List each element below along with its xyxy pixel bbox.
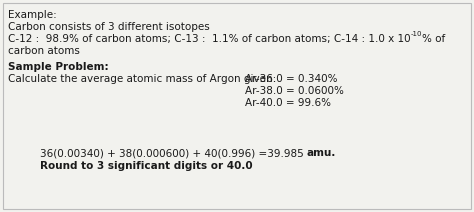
Text: Ar-38.0 = 0.0600%: Ar-38.0 = 0.0600% (245, 86, 344, 96)
Text: amu.: amu. (307, 148, 337, 158)
Text: 36(0.00340) + 38(0.000600) + 40(0.996) =39.985: 36(0.00340) + 38(0.000600) + 40(0.996) =… (40, 148, 307, 158)
Text: -10: -10 (410, 31, 422, 37)
Text: C-12 :  98.9% of carbon atoms; C-13 :  1.1% of carbon atoms; C-14 : 1.0 x 10: C-12 : 98.9% of carbon atoms; C-13 : 1.1… (8, 34, 410, 44)
Text: Ar-40.0 = 99.6%: Ar-40.0 = 99.6% (245, 98, 331, 108)
Text: Example:: Example: (8, 10, 57, 20)
Text: Sample Problem:: Sample Problem: (8, 62, 109, 72)
Text: Carbon consists of 3 different isotopes: Carbon consists of 3 different isotopes (8, 22, 210, 32)
Text: % of: % of (422, 34, 446, 44)
Text: Calculate the average atomic mass of Argon given:: Calculate the average atomic mass of Arg… (8, 74, 276, 84)
Text: carbon atoms: carbon atoms (8, 46, 80, 56)
Text: -10: -10 (410, 31, 422, 37)
Text: Round to 3 significant digits or 40.0: Round to 3 significant digits or 40.0 (40, 161, 253, 171)
Text: Ar-36.0 = 0.340%: Ar-36.0 = 0.340% (245, 74, 337, 84)
